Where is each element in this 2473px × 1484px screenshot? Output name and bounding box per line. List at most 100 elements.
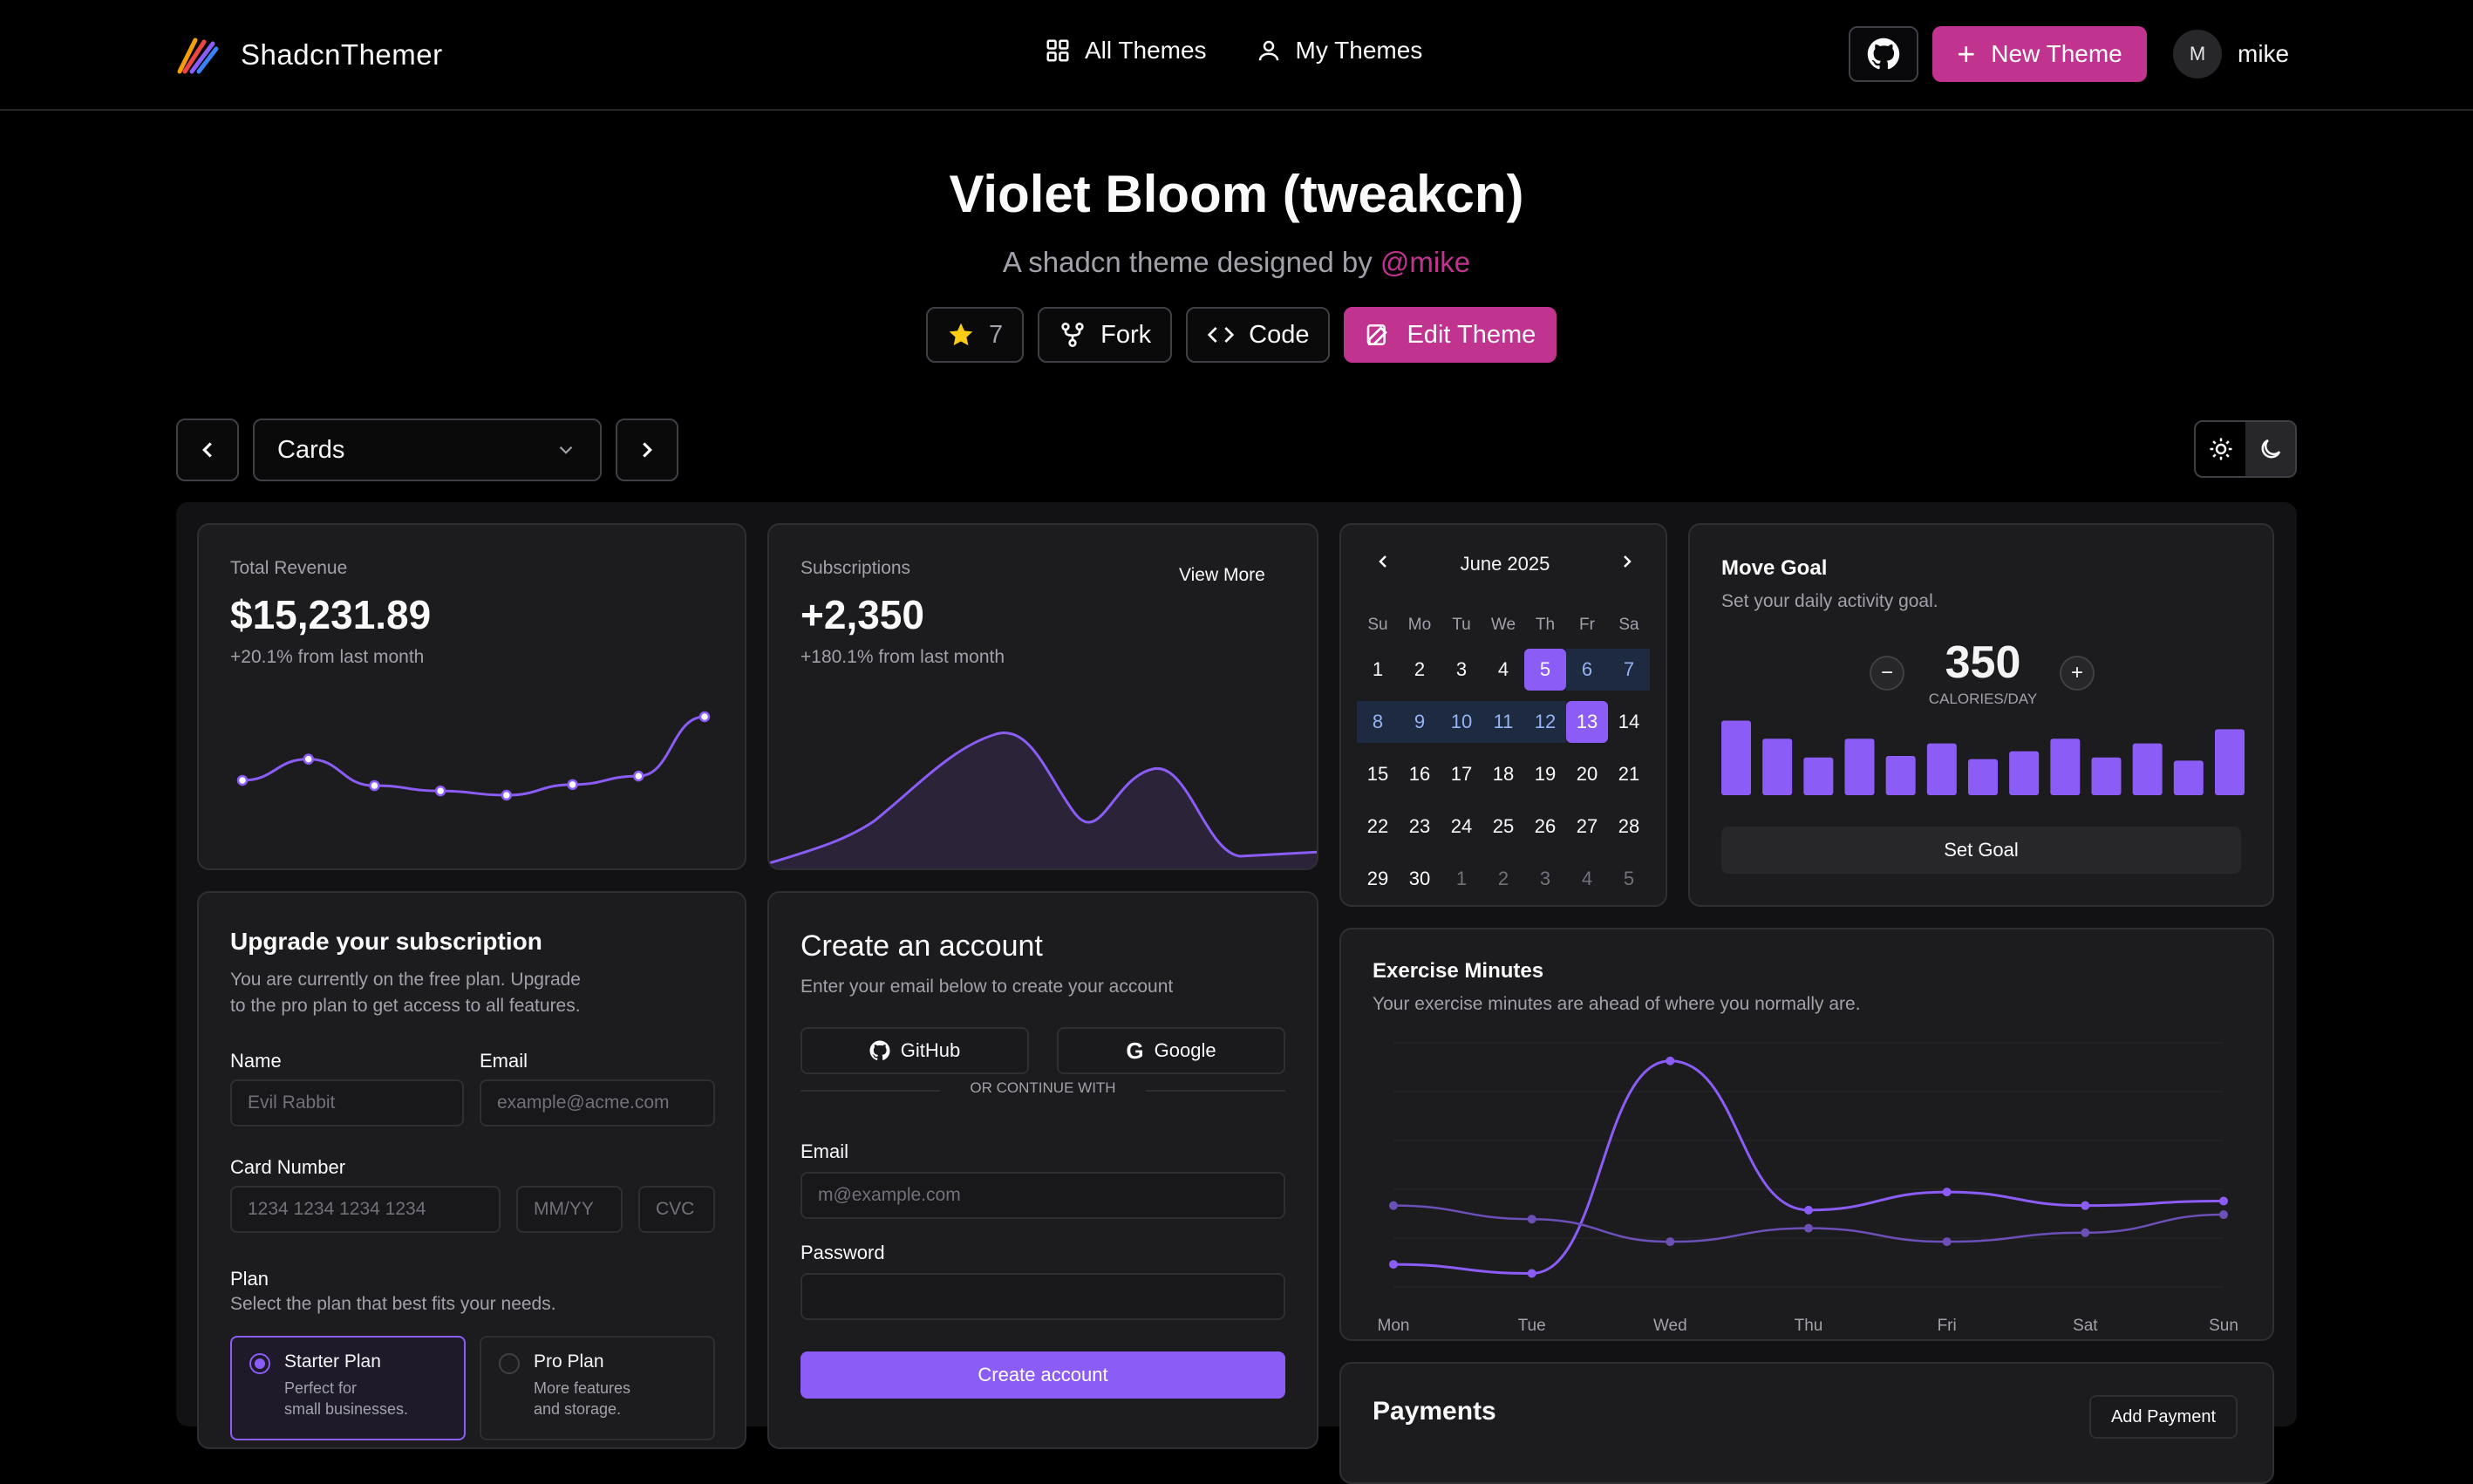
goal-bar	[1926, 743, 1957, 795]
calendar-day[interactable]: 24	[1450, 815, 1473, 837]
dark-mode-button[interactable]	[2245, 422, 2295, 476]
brand-logo[interactable]: ShadcnThemer	[176, 35, 443, 75]
cvc-input[interactable]: CVC	[638, 1186, 715, 1233]
calendar-day[interactable]: 4	[1581, 868, 1593, 889]
calendar-day[interactable]: 30	[1408, 868, 1431, 889]
github-button[interactable]	[1849, 26, 1918, 82]
user-menu[interactable]: M mike	[2173, 30, 2289, 78]
add-payment-button[interactable]: Add Payment	[2089, 1395, 2238, 1439]
plan-label: Plan	[230, 1268, 269, 1290]
star-count: 7	[989, 320, 1004, 349]
calendar-day[interactable]: 10	[1441, 701, 1482, 743]
calendar-day[interactable]: 11	[1482, 701, 1524, 743]
calendar-day[interactable]: 15	[1366, 763, 1389, 785]
github-login-button[interactable]: GitHub	[800, 1027, 1029, 1074]
nav-my-themes[interactable]: My Themes	[1256, 37, 1423, 65]
name-input[interactable]: Evil Rabbit	[230, 1079, 464, 1127]
google-login-button[interactable]: G Google	[1057, 1027, 1285, 1074]
password-input[interactable]	[800, 1273, 1285, 1320]
github-icon	[1867, 37, 1900, 70]
card-number-input[interactable]: 1234 1234 1234 1234	[230, 1186, 501, 1233]
calendar-day[interactable]: 22	[1366, 815, 1389, 837]
nav-label: My Themes	[1295, 37, 1423, 64]
calendar-day[interactable]: 20	[1576, 763, 1598, 785]
calendar-day[interactable]: 1	[1455, 868, 1468, 889]
calendar-day[interactable]: 27	[1576, 815, 1598, 837]
plan-option-pro[interactable]: Pro Plan More features and storage.	[480, 1336, 715, 1440]
grid-icon	[1046, 39, 1069, 62]
revenue-point	[501, 789, 513, 801]
calendar-day[interactable]: 28	[1618, 815, 1640, 837]
create-account-button[interactable]: Create account	[800, 1351, 1285, 1399]
page-title: Violet Bloom (tweakcn)	[949, 165, 1524, 223]
prev-view-button[interactable]	[176, 419, 239, 481]
calendar-day[interactable]: 14	[1618, 711, 1640, 732]
goal-bar	[2173, 760, 2204, 795]
x-tick-label: Wed	[1653, 1317, 1687, 1335]
calendar-day[interactable]: 21	[1618, 763, 1640, 785]
fork-label: Fork	[1100, 320, 1152, 349]
light-mode-button[interactable]	[2196, 422, 2245, 476]
sun-icon	[2210, 438, 2231, 460]
increase-button[interactable]: +	[2060, 656, 2095, 691]
calendar-day[interactable]: 12	[1524, 701, 1566, 743]
calendar-day[interactable]: 5	[1623, 868, 1635, 889]
calendar-day[interactable]: 13	[1566, 701, 1608, 743]
code-button[interactable]: Code	[1186, 307, 1331, 363]
calendar-day[interactable]: 2	[1497, 868, 1509, 889]
next-view-button[interactable]	[616, 419, 678, 481]
calendar-day[interactable]: 3	[1455, 658, 1468, 680]
calendar-day[interactable]: 29	[1366, 868, 1389, 889]
view-select[interactable]: Cards	[253, 419, 602, 481]
calendar-day[interactable]: 9	[1399, 701, 1441, 743]
new-theme-label: New Theme	[1991, 40, 2122, 67]
fork-button[interactable]: Fork	[1038, 307, 1173, 363]
view-more-button[interactable]: View More	[1179, 565, 1265, 585]
goal-bar	[1885, 756, 1916, 795]
edit-theme-button[interactable]: Edit Theme	[1344, 307, 1557, 363]
nav-all-themes[interactable]: All Themes	[1045, 37, 1207, 65]
decrease-button[interactable]: −	[1870, 656, 1904, 691]
create-account-description: Enter your email below to create your ac…	[800, 977, 1174, 997]
chevron-left-icon[interactable]	[1373, 551, 1393, 572]
calendar-day[interactable]: 4	[1497, 658, 1509, 680]
calendar-card: June 2025 Su Mo Tu We Th Fr Sa 1 2 3 4 5 6 7 8 9 10 11 12 1…	[1339, 523, 1667, 907]
calendar-day[interactable]: 25	[1492, 815, 1515, 837]
calendar-day[interactable]: 6	[1566, 649, 1608, 691]
series-point	[1942, 1237, 1952, 1247]
subscriptions-area-chart	[769, 732, 1317, 868]
calendar-day[interactable]: 5	[1524, 649, 1566, 691]
series-point	[1389, 1260, 1398, 1270]
calendar-day[interactable]: 2	[1414, 658, 1426, 680]
calendar-day[interactable]: 8	[1357, 701, 1399, 743]
new-theme-button[interactable]: + New Theme	[1932, 26, 2147, 82]
calendar-day[interactable]: 16	[1408, 763, 1431, 785]
calendar-day[interactable]: 7	[1608, 649, 1650, 691]
x-tick-label: Sat	[2073, 1317, 2098, 1335]
set-goal-button[interactable]: Set Goal	[1721, 827, 2241, 874]
calendar-day[interactable]: 26	[1534, 815, 1557, 837]
github-icon	[869, 1040, 890, 1060]
calendar-grid: Su Mo Tu We Th Fr Sa 1 2 3 4 5 6 7 8 9 10 11 12 13 14 15 16 17 1…	[1357, 612, 1650, 900]
revenue-point	[633, 770, 644, 782]
email-input[interactable]: m@example.com	[800, 1172, 1285, 1219]
author-link[interactable]: @mike	[1380, 246, 1471, 278]
calendar-day[interactable]: 23	[1408, 815, 1431, 837]
chevron-right-icon[interactable]	[1617, 551, 1638, 572]
github-login-label: GitHub	[900, 1039, 961, 1061]
star-button[interactable]: 7	[926, 307, 1025, 363]
plan-option-starter[interactable]: Starter Plan Perfect for small businesse…	[230, 1336, 466, 1440]
calendar-day[interactable]: 17	[1450, 763, 1473, 785]
brand-name: ShadcnThemer	[241, 38, 443, 71]
calendar-day[interactable]: 1	[1372, 658, 1384, 680]
series-point	[1666, 1237, 1675, 1247]
series-point	[1527, 1269, 1536, 1278]
calendar-day[interactable]: 18	[1492, 763, 1515, 785]
theme-preview: Total Revenue $15,231.89 +20.1% from las…	[176, 502, 2297, 1484]
calendar-day[interactable]: 3	[1539, 868, 1551, 889]
email-input[interactable]: example@acme.com	[480, 1079, 715, 1127]
code-label: Code	[1249, 320, 1310, 349]
expiry-input[interactable]: MM/YY	[516, 1186, 623, 1233]
chevron-right-icon	[643, 442, 652, 458]
calendar-day[interactable]: 19	[1534, 763, 1557, 785]
